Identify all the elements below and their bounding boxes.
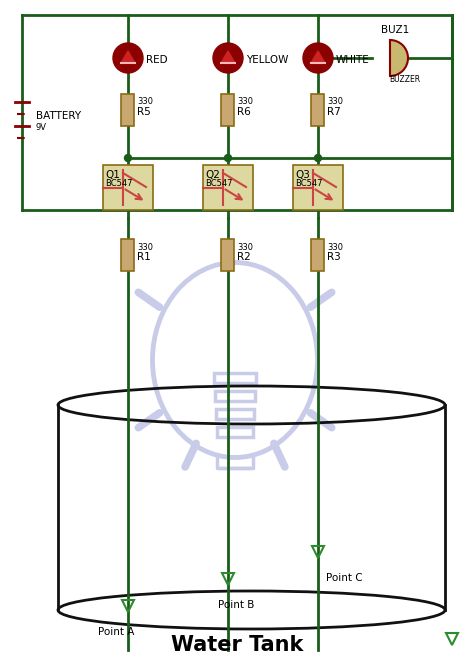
Text: BC547: BC547 xyxy=(105,179,133,188)
Text: Point B: Point B xyxy=(218,600,255,610)
Circle shape xyxy=(113,43,143,73)
Text: BC547: BC547 xyxy=(205,179,233,188)
Text: Q1: Q1 xyxy=(105,170,120,180)
Text: BUZZER: BUZZER xyxy=(390,75,420,84)
Bar xyxy=(311,239,325,271)
Bar xyxy=(215,391,255,401)
Text: 330: 330 xyxy=(137,98,154,106)
Text: 330: 330 xyxy=(328,242,344,251)
Wedge shape xyxy=(390,40,408,76)
Bar xyxy=(121,94,135,126)
Text: Point A: Point A xyxy=(98,627,134,637)
Bar xyxy=(103,165,153,210)
Bar xyxy=(121,239,135,271)
Text: R6: R6 xyxy=(237,107,251,117)
Text: 330: 330 xyxy=(237,98,254,106)
Bar xyxy=(216,409,254,419)
Text: BATTERY: BATTERY xyxy=(36,111,81,121)
Text: Q3: Q3 xyxy=(295,170,310,180)
Bar xyxy=(221,239,235,271)
Text: WHITE: WHITE xyxy=(336,55,370,65)
Text: BC547: BC547 xyxy=(295,179,322,188)
Text: R3: R3 xyxy=(328,252,341,262)
Text: 330: 330 xyxy=(328,98,344,106)
Bar xyxy=(221,94,235,126)
Polygon shape xyxy=(221,51,235,63)
Polygon shape xyxy=(121,51,135,63)
Text: Water Tank: Water Tank xyxy=(171,635,303,655)
Bar xyxy=(214,373,256,383)
Bar xyxy=(217,427,253,437)
Polygon shape xyxy=(311,51,325,63)
Circle shape xyxy=(315,154,321,162)
Text: YELLOW: YELLOW xyxy=(246,55,288,65)
Text: R5: R5 xyxy=(137,107,151,117)
Text: RED: RED xyxy=(146,55,168,65)
Bar xyxy=(311,94,325,126)
Text: R1: R1 xyxy=(137,252,151,262)
Text: BUZ1: BUZ1 xyxy=(381,25,409,35)
Text: 9V: 9V xyxy=(36,123,47,133)
Text: 330: 330 xyxy=(237,242,254,251)
Circle shape xyxy=(303,43,333,73)
Text: R2: R2 xyxy=(237,252,251,262)
Text: Point C: Point C xyxy=(326,573,363,583)
Circle shape xyxy=(213,43,243,73)
Text: Q2: Q2 xyxy=(205,170,220,180)
Text: R7: R7 xyxy=(328,107,341,117)
Bar xyxy=(203,165,253,210)
Text: 330: 330 xyxy=(137,242,154,251)
Circle shape xyxy=(225,154,231,162)
Bar xyxy=(293,165,343,210)
Circle shape xyxy=(125,154,131,162)
